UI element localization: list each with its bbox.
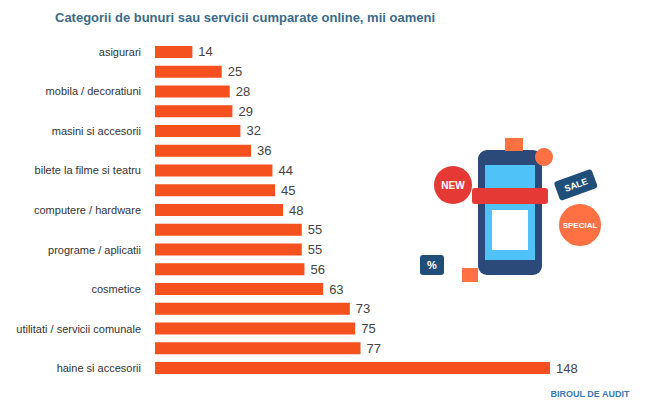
svg-text:utilitati / servicii comunale: utilitati / servicii comunale bbox=[16, 323, 141, 335]
svg-text:masini si accesorii: masini si accesorii bbox=[52, 125, 141, 137]
svg-text:73: 73 bbox=[356, 301, 370, 316]
svg-text:55: 55 bbox=[308, 222, 322, 237]
svg-text:55: 55 bbox=[308, 242, 322, 257]
svg-text:77: 77 bbox=[367, 341, 381, 356]
svg-text:25: 25 bbox=[228, 64, 242, 79]
svg-text:75: 75 bbox=[361, 321, 375, 336]
svg-text:asigurari: asigurari bbox=[99, 46, 141, 58]
svg-text:45: 45 bbox=[281, 183, 295, 198]
svg-text:14: 14 bbox=[198, 44, 212, 59]
svg-text:bilete la filme si teatru: bilete la filme si teatru bbox=[35, 164, 141, 176]
svg-text:56: 56 bbox=[310, 262, 324, 277]
svg-text:44: 44 bbox=[278, 163, 292, 178]
svg-text:36: 36 bbox=[257, 143, 271, 158]
svg-text:BIROUL DE AUDIT: BIROUL DE AUDIT bbox=[550, 389, 630, 399]
svg-text:SPECIAL: SPECIAL bbox=[563, 221, 598, 230]
svg-text:programe / aplicatii: programe / aplicatii bbox=[48, 244, 141, 256]
svg-text:NEW: NEW bbox=[441, 180, 465, 191]
svg-text:48: 48 bbox=[289, 203, 303, 218]
svg-text:SALE: SALE bbox=[563, 176, 589, 194]
svg-text:cosmetice: cosmetice bbox=[91, 283, 141, 295]
svg-text:29: 29 bbox=[238, 104, 252, 119]
svg-text:mobila / decoratiuni: mobila / decoratiuni bbox=[46, 85, 141, 97]
svg-text:32: 32 bbox=[246, 123, 260, 138]
svg-text:148: 148 bbox=[556, 361, 578, 376]
svg-text:Categorii de bunuri sau servic: Categorii de bunuri sau servicii cumpara… bbox=[55, 10, 435, 25]
svg-text:63: 63 bbox=[329, 282, 343, 297]
svg-text:%: % bbox=[427, 259, 437, 271]
svg-text:haine si accesorii: haine si accesorii bbox=[57, 362, 141, 374]
svg-text:computere / hardware: computere / hardware bbox=[34, 204, 141, 216]
svg-text:28: 28 bbox=[236, 84, 250, 99]
